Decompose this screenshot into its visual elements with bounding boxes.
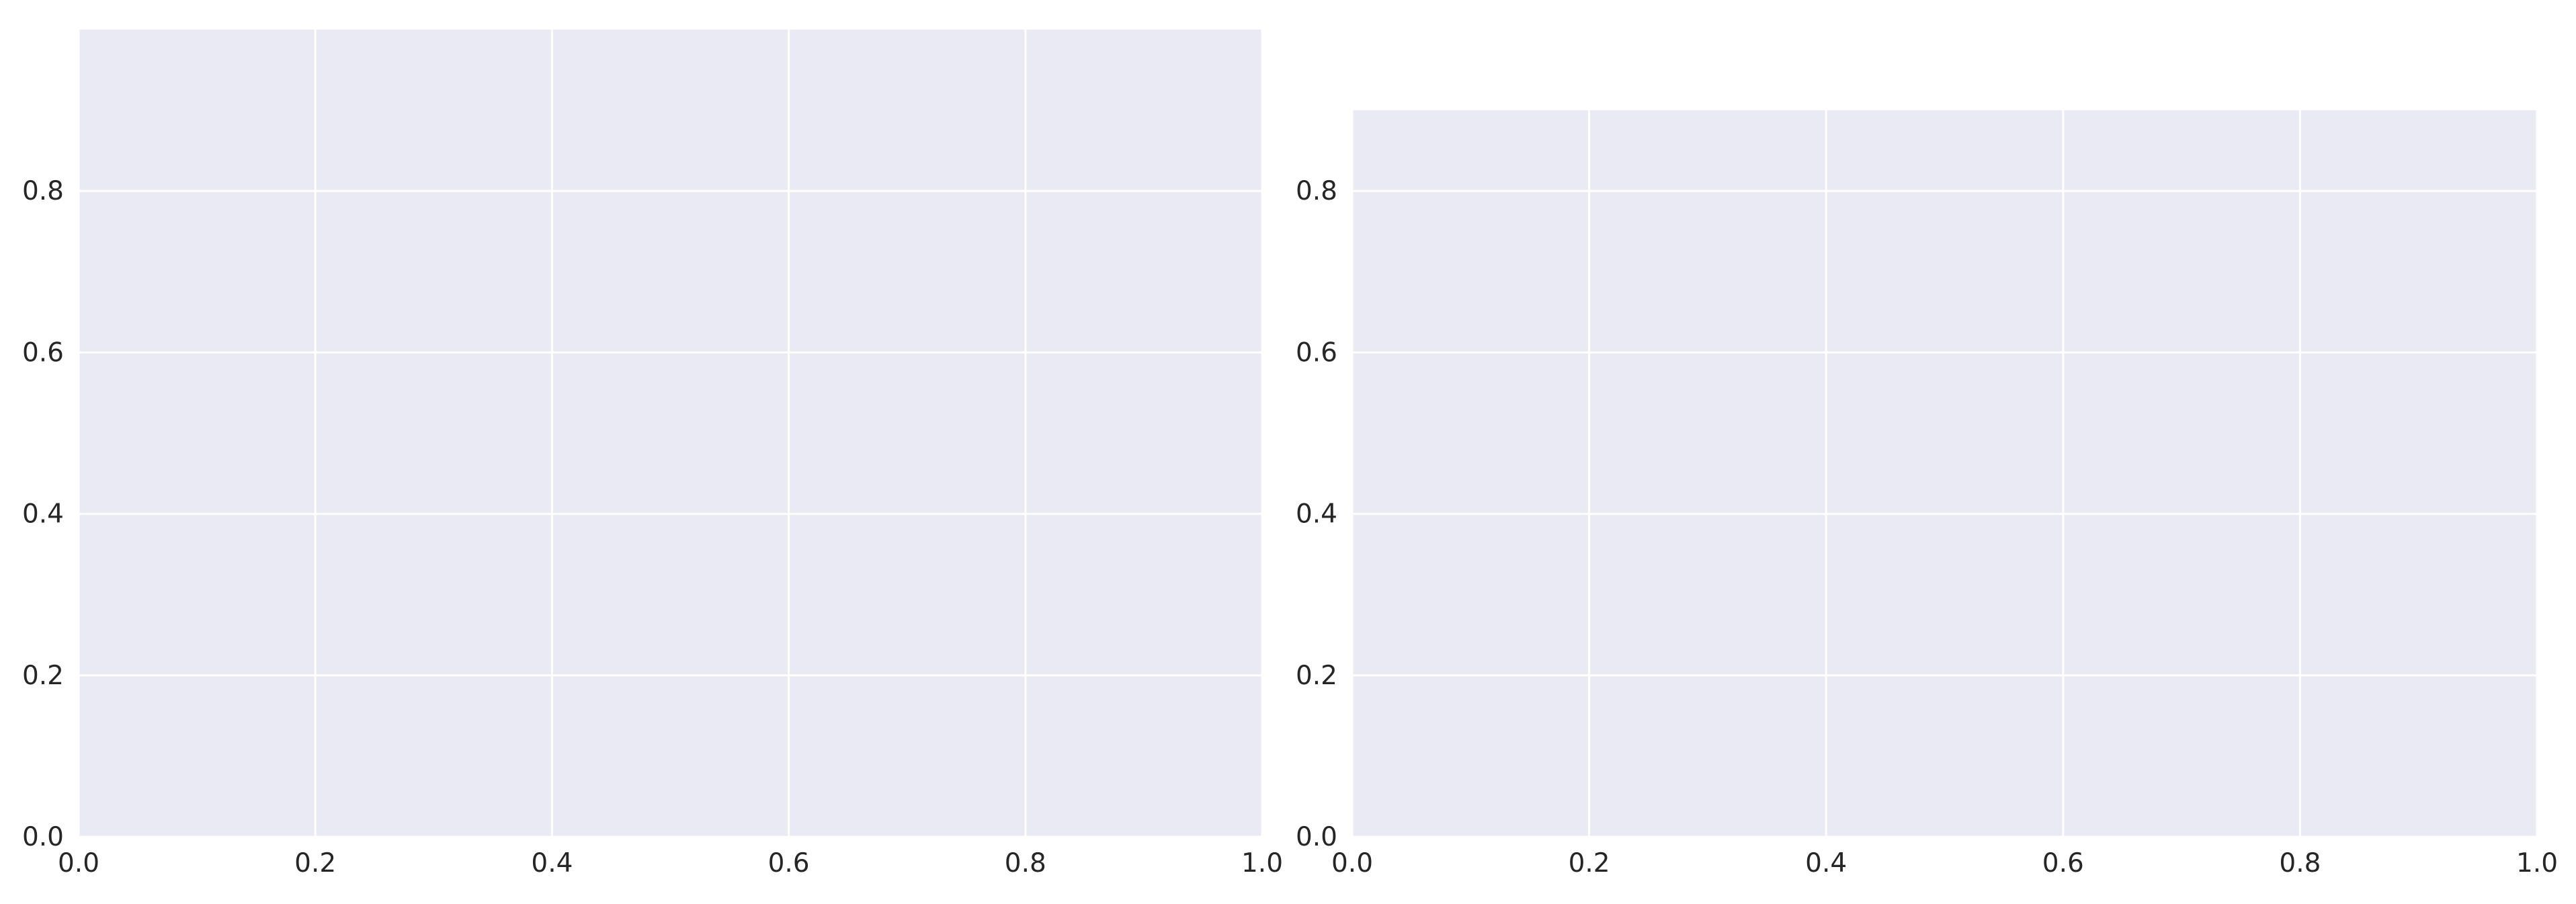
y-tick-label: 0.6 bbox=[1296, 337, 1337, 368]
x-tick-label: 0.8 bbox=[2279, 848, 2321, 878]
y-tick-label: 0.0 bbox=[22, 822, 64, 852]
y-tick-label: 0.2 bbox=[1296, 661, 1337, 691]
y-tick-label: 0.0 bbox=[1296, 822, 1337, 852]
x-tick-label: 0.6 bbox=[2042, 848, 2084, 878]
x-tick-label: 0.6 bbox=[768, 848, 810, 878]
y-tick-label: 0.4 bbox=[22, 499, 64, 530]
plot-area bbox=[1352, 110, 2537, 837]
x-tick-label: 0.4 bbox=[1805, 848, 1847, 878]
x-tick-label: 1.0 bbox=[1241, 848, 1283, 878]
y-tick-label: 0.4 bbox=[1296, 499, 1337, 530]
x-tick-label: 0.4 bbox=[531, 848, 573, 878]
x-tick-label: 0.2 bbox=[1569, 848, 1610, 878]
y-tick-label: 0.2 bbox=[22, 661, 64, 691]
x-tick-label: 0.8 bbox=[1005, 848, 1046, 878]
x-tick-label: 0.2 bbox=[294, 848, 336, 878]
x-tick-label: 1.0 bbox=[2516, 848, 2558, 878]
plot-area bbox=[79, 30, 1262, 837]
y-tick-label: 0.8 bbox=[22, 176, 64, 206]
x-tick-label: 0.0 bbox=[1331, 848, 1373, 878]
y-tick-label: 0.6 bbox=[22, 337, 64, 368]
x-tick-label: 0.0 bbox=[58, 848, 99, 878]
y-tick-label: 0.8 bbox=[1296, 176, 1337, 206]
